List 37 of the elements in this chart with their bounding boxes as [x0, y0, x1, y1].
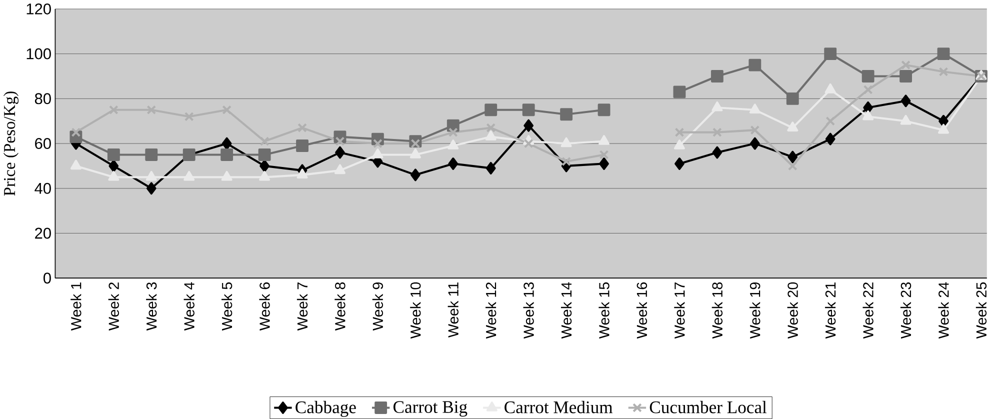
x-tick-label: Week 13 [523, 282, 534, 339]
x-tick-label: Week 24 [938, 282, 949, 339]
x-tick-label: Week 1 [70, 282, 82, 331]
x-tick-label: Week 3 [146, 282, 157, 331]
legend-label: Cucumber Local [650, 400, 767, 414]
x-tick-label: Week 14 [560, 282, 572, 339]
x-tick-label: Week 23 [900, 282, 912, 339]
legend-label: Carrot Medium [504, 400, 613, 414]
y-tick-label: 80 [34, 93, 51, 104]
y-tick-label: 20 [35, 228, 51, 239]
x-tick-label: Week 8 [334, 282, 346, 331]
x-tick-label: Week 5 [222, 282, 232, 331]
legend-label: Carrot Big [393, 401, 468, 417]
x-tick-label: Week 20 [787, 282, 798, 339]
x-tick-label: Week 21 [825, 282, 836, 339]
x-tick-label: Week 6 [259, 282, 270, 331]
y-tick-label: 60 [35, 138, 51, 150]
x-tick-label: Week 10 [410, 282, 421, 339]
x-tick-label: Week 19 [750, 282, 760, 339]
y-tick-label: 0 [44, 272, 51, 284]
x-tick-label: Week 7 [296, 282, 308, 331]
x-tick-label: Week 16 [636, 282, 648, 339]
legend-label: Cabbage [296, 400, 356, 417]
y-axis-title: Price (Peso/Kg) [3, 92, 19, 196]
x-tick-label: Week 15 [598, 282, 610, 339]
x-tick-label: Week 17 [674, 282, 685, 339]
x-tick-label: Week 2 [108, 282, 119, 331]
y-tick-label: 40 [34, 182, 51, 194]
x-tick-label: Week 18 [712, 282, 723, 339]
x-tick-label: Week 4 [184, 282, 194, 331]
x-tick-label: Week 25 [976, 282, 987, 339]
x-tick-label: Week 11 [448, 282, 458, 338]
x-tick-label: Week 12 [486, 282, 496, 339]
x-tick-label: Week 22 [862, 282, 874, 339]
y-tick-label: 120 [26, 3, 51, 14]
x-tick-label: Week 9 [372, 282, 384, 331]
y-tick-label: 100 [26, 48, 51, 60]
